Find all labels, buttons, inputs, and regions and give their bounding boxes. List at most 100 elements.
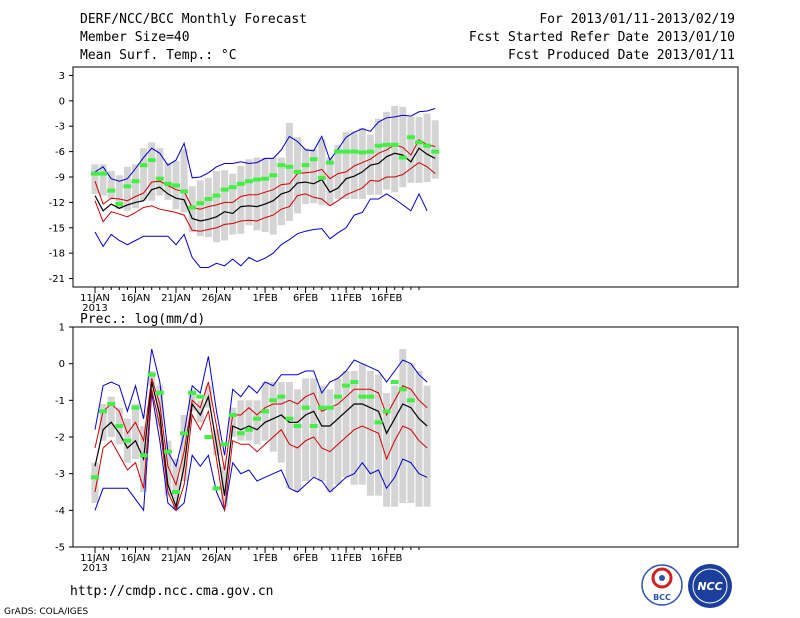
precip-observed-marker	[350, 380, 359, 384]
temp-x-tick-label: 1FEB	[252, 293, 277, 304]
footer-credit: GrADS: COLA/IGES	[4, 607, 88, 617]
precip-observed-marker	[269, 398, 278, 403]
precip-min-line	[94, 392, 428, 513]
temp-y-tick-label: -15	[49, 223, 65, 234]
temp-observed-marker	[334, 149, 342, 154]
precip-observed-marker	[398, 387, 407, 392]
temp-spread-box	[148, 142, 156, 201]
precip-y-tick-label: -1	[55, 396, 65, 407]
temp-observed-marker	[99, 171, 108, 176]
temp-observed-marker	[188, 205, 197, 210]
temp-spread-box	[253, 157, 261, 231]
precip-observed-marker	[123, 438, 132, 443]
temp-observed-marker	[220, 187, 229, 192]
temp-observed-marker	[358, 150, 367, 155]
precip-x-tick-year: 2013	[82, 563, 107, 574]
temp-spread-box	[245, 159, 253, 226]
precip-spread-box	[221, 466, 229, 507]
precip-y-tick-label: -5	[55, 543, 65, 554]
temp-spread-box	[237, 166, 245, 234]
precip-observed-marker	[285, 416, 294, 421]
temp-observed-marker	[423, 143, 432, 148]
temp-observed-marker	[180, 189, 189, 194]
temp-observed-marker	[390, 142, 399, 147]
temp-spread-box	[294, 137, 301, 214]
temp-x-tick-label: 6FEB	[293, 293, 318, 304]
precip-y-tick-label: -2	[55, 433, 65, 444]
temp-spread-box	[391, 105, 399, 193]
temp-observed-marker	[107, 188, 116, 193]
temp-observed-marker	[204, 197, 213, 201]
precip-spread-box	[245, 400, 253, 441]
precip-observed-marker	[382, 409, 391, 414]
temp-y-tick-label: -6	[55, 147, 65, 158]
precip-observed-marker	[261, 409, 270, 414]
temp-observed-marker	[431, 149, 440, 154]
temp-spread-box	[342, 132, 350, 199]
temp-observed-marker	[293, 169, 302, 174]
temp-spread-box	[261, 157, 269, 232]
temp-observed-marker	[301, 163, 310, 168]
precip-observed-marker	[390, 380, 399, 384]
precip-observed-marker	[115, 424, 124, 428]
temp-observed-marker	[196, 201, 205, 206]
temp-spread-box	[326, 157, 334, 206]
precip-spread-box	[415, 371, 423, 507]
precip-q75-line	[94, 378, 428, 487]
temp-observed-marker	[366, 149, 375, 154]
precip-observed-marker	[163, 449, 172, 454]
temp-x-tick-label: 11JAN	[80, 293, 110, 304]
precip-panel-label: Prec.: log(mm/d)	[80, 312, 205, 327]
temp-spread-box	[350, 131, 358, 199]
precip-spread-box	[302, 378, 310, 481]
temp-q75-line	[94, 162, 436, 232]
precip-observed-marker	[334, 394, 342, 399]
temp-spread-box	[204, 177, 212, 238]
temp-spread-box	[375, 118, 382, 195]
ncc-logo: NCC	[688, 564, 732, 608]
fcst-produced-date: Fcst Produced Date 2013/01/11	[508, 48, 735, 63]
temp-spread-box	[334, 144, 342, 199]
precip-observed-marker	[366, 394, 375, 399]
precip-observed-marker	[325, 405, 334, 410]
precip-x-tick-label: 21JAN	[161, 553, 191, 564]
precip-observed-marker	[244, 427, 253, 432]
temp-spread-box	[383, 111, 391, 190]
precip-observed-marker	[228, 413, 237, 417]
bcc-logo: BCC	[641, 564, 683, 606]
precip-spread-box	[391, 385, 399, 507]
precip-median-line	[94, 381, 428, 509]
precip-spread-box	[196, 400, 204, 423]
precip-spread-box	[180, 415, 188, 481]
precip-observed-marker	[155, 391, 164, 395]
precip-observed-marker	[131, 405, 140, 410]
precip-observed-marker	[204, 435, 213, 439]
temp-y-tick-label: 0	[59, 96, 65, 107]
precip-spread-box	[383, 393, 391, 507]
temp-observed-marker	[91, 171, 99, 176]
precip-q25-line	[94, 389, 428, 512]
precip-spread-box	[318, 385, 326, 481]
precip-observed-marker	[91, 475, 99, 480]
precip-observed-marker	[172, 490, 180, 494]
temp-observed-marker	[147, 158, 156, 163]
temp-observed-marker	[131, 179, 140, 184]
temp-spread-box	[196, 180, 204, 237]
temp-observed-marker	[406, 135, 415, 140]
precip-observed-marker	[147, 372, 156, 377]
temp-observed-marker	[155, 176, 164, 181]
temp-x-tick-label: 21JAN	[161, 293, 191, 304]
temp-observed-marker	[342, 149, 351, 154]
precip-spread-box	[269, 382, 277, 452]
precip-spread-box	[253, 400, 261, 445]
precip-x-tick-label: 1FEB	[252, 553, 277, 564]
precip-y-tick-label: -4	[55, 506, 65, 517]
temp-spread-box	[431, 120, 439, 179]
temp-spread-box	[358, 127, 366, 199]
temp-spread-box	[415, 116, 423, 183]
precip-x-tick-label: 11FEB	[330, 553, 362, 564]
temp-observed-marker	[317, 175, 326, 180]
precip-spread-box	[366, 371, 374, 496]
precip-spread-box	[164, 440, 172, 496]
